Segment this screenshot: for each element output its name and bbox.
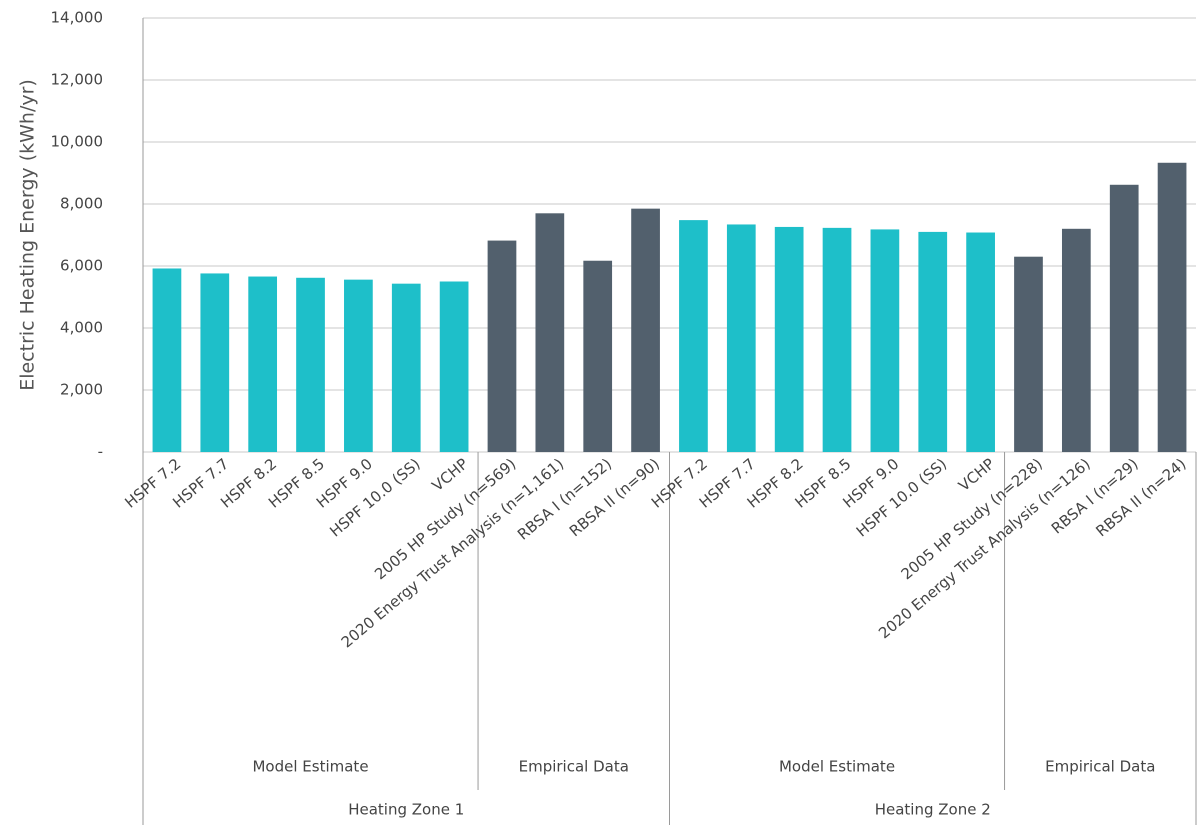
bar: [1157, 162, 1187, 452]
bar: [918, 231, 948, 452]
zone-label: Heating Zone 1: [348, 801, 464, 819]
zone-label: Heating Zone 2: [875, 801, 991, 819]
bar: [679, 220, 708, 452]
y-tick-label: 14,000: [51, 9, 104, 27]
group-label: Model Estimate: [252, 758, 368, 776]
bar: [248, 276, 278, 452]
bar: [535, 213, 565, 452]
y-tick-label: 12,000: [51, 71, 104, 89]
bar: [726, 224, 756, 452]
y-tick-label: 2,000: [60, 381, 103, 399]
x-tick-label: VCHP: [429, 455, 472, 495]
group-label: Empirical Data: [1045, 758, 1155, 776]
bar: [296, 277, 325, 452]
y-tick-label: 4,000: [60, 319, 103, 337]
bar: [391, 283, 421, 452]
bar: [200, 273, 230, 452]
bar: [1014, 256, 1043, 452]
bar: [822, 227, 852, 452]
group-label: Empirical Data: [519, 758, 629, 776]
bar: [774, 226, 804, 452]
bar: [870, 229, 900, 452]
bar: [631, 208, 660, 452]
bar: [1109, 184, 1139, 452]
bar: [344, 279, 373, 452]
group-label: Model Estimate: [779, 758, 895, 776]
y-tick-label: -: [98, 443, 103, 461]
y-tick-label: 8,000: [60, 195, 103, 213]
bar: [583, 260, 613, 452]
bar: [1061, 228, 1091, 452]
x-tick-label: VCHP: [955, 455, 998, 495]
bar: [152, 268, 182, 452]
y-tick-label: 10,000: [51, 133, 104, 151]
bar: [966, 232, 995, 452]
bar: [487, 240, 517, 452]
y-tick-label: 6,000: [60, 257, 103, 275]
y-axis-title: Electric Heating Energy (kWh/yr): [17, 79, 39, 391]
bar: [439, 281, 469, 452]
